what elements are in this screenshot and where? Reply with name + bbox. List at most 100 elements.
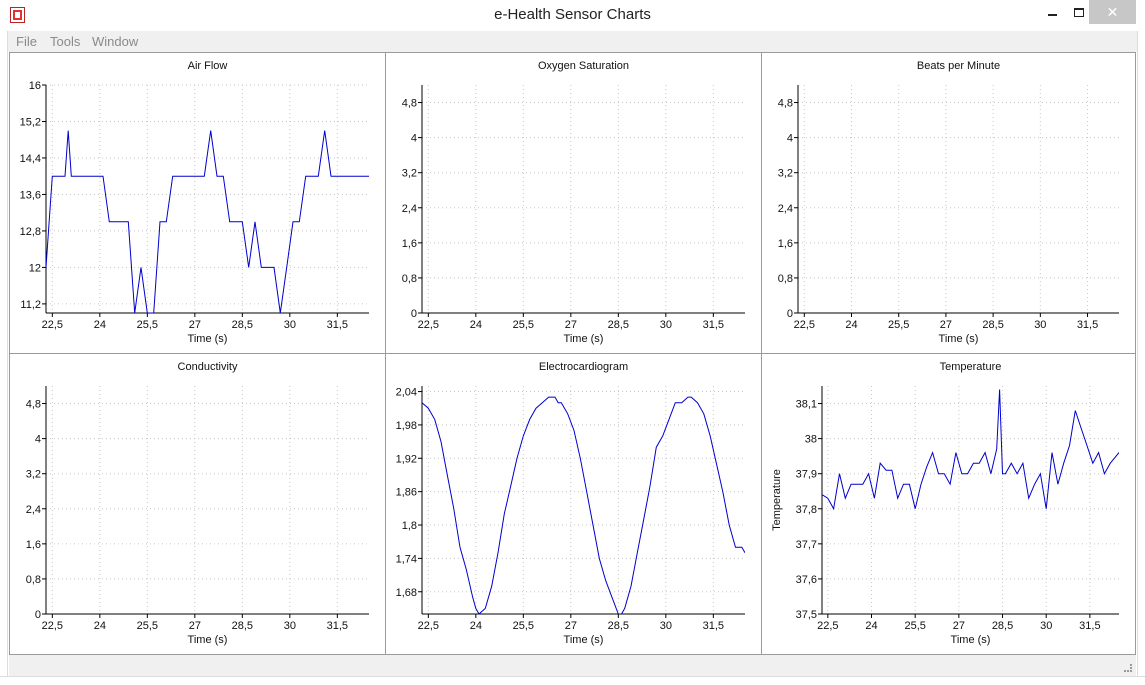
x-tick-label: 28,5 (232, 620, 253, 632)
y-tick-label: 4,8 (26, 399, 41, 411)
y-tick-label: 2,4 (402, 203, 417, 215)
y-tick-label: 1,68 (396, 587, 417, 599)
chart-title: Electrocardiogram (539, 361, 628, 373)
y-tick-label: 4 (787, 133, 793, 145)
maximize-icon (1074, 7, 1084, 17)
x-tick-label: 31,5 (1077, 319, 1098, 331)
x-tick-label: 22,5 (817, 620, 838, 632)
y-tick-label: 0,8 (778, 273, 793, 285)
x-tick-label: 27 (189, 620, 201, 632)
x-tick-label: 22,5 (42, 620, 63, 632)
chart-title: Air Flow (188, 60, 228, 72)
x-tick-label: 24 (865, 620, 877, 632)
y-tick-label: 1,92 (396, 453, 417, 465)
y-tick-label: 3,2 (26, 469, 41, 481)
x-tick-label: 31,5 (703, 319, 724, 331)
chart-title: Oxygen Saturation (538, 60, 629, 72)
y-tick-label: 2,04 (396, 387, 417, 399)
x-tick-label: 30 (284, 620, 296, 632)
y-tick-label: 13,6 (20, 189, 41, 201)
y-tick-label: 4 (411, 133, 417, 145)
y-tick-label: 0,8 (402, 273, 417, 285)
series-line (822, 389, 1119, 511)
y-tick-label: 38 (805, 434, 817, 446)
x-tick-label: 31,5 (327, 620, 348, 632)
x-tick-label: 28,5 (232, 319, 253, 331)
x-axis-label: Time (s) (939, 333, 979, 345)
x-tick-label: 24 (94, 319, 106, 331)
y-tick-label: 0 (787, 308, 793, 320)
chart-title: Beats per Minute (917, 60, 1000, 72)
menu-tools[interactable]: Tools (50, 34, 81, 49)
x-tick-label: 28,5 (992, 620, 1013, 632)
x-tick-label: 31,5 (703, 620, 724, 632)
x-axis-label: Time (s) (188, 634, 228, 646)
chart-title: Temperature (940, 361, 1002, 373)
x-tick-label: 24 (470, 319, 482, 331)
x-tick-label: 27 (189, 319, 201, 331)
chart-panel-air-flow: Air Flow 22,5 24 25,5 27 28,5 30 31,5 11,2 12 12,8… (9, 52, 386, 354)
menu-bar: File Tools Window (8, 31, 1137, 52)
y-tick-label: 0 (411, 308, 417, 320)
menu-window[interactable]: Window (92, 34, 139, 49)
y-tick-label: 2,4 (26, 504, 41, 516)
y-tick-label: 3,2 (778, 168, 793, 180)
y-tick-label: 4 (35, 434, 41, 446)
y-tick-label: 4,8 (402, 98, 417, 110)
y-axis-label: Temperature (771, 469, 783, 531)
x-tick-label: 31,5 (327, 319, 348, 331)
y-tick-label: 2,4 (778, 203, 793, 215)
x-tick-label: 22,5 (42, 319, 63, 331)
y-tick-label: 37,7 (796, 539, 817, 551)
x-tick-label: 28,5 (608, 620, 629, 632)
chart-panel-oxygen-saturation: Oxygen Saturation 22,5 24 25,5 27 28,5 30 31,5 0… (385, 52, 762, 354)
resize-grip-icon[interactable] (1124, 664, 1132, 672)
chart-panel-temperature: Temperature 22,5 24 25,5 27 28,5 30 31,5 37,5 37,… (761, 353, 1136, 655)
x-tick-label: 22,5 (418, 620, 439, 632)
x-tick-label: 28,5 (982, 319, 1003, 331)
window-frame-right (1137, 31, 1145, 685)
y-tick-label: 12 (29, 262, 41, 274)
x-tick-label: 30 (660, 319, 672, 331)
y-tick-label: 37,5 (796, 609, 817, 621)
x-tick-label: 22,5 (794, 319, 815, 331)
x-tick-label: 24 (94, 620, 106, 632)
x-axis-label: Time (s) (564, 333, 604, 345)
x-tick-label: 30 (660, 620, 672, 632)
y-tick-label: 1,86 (396, 487, 417, 499)
x-axis-label: Time (s) (188, 333, 228, 345)
minimize-icon (1047, 14, 1057, 16)
y-tick-label: 37,8 (796, 504, 817, 516)
x-tick-label: 25,5 (137, 620, 158, 632)
x-tick-label: 24 (470, 620, 482, 632)
y-tick-label: 3,2 (402, 168, 417, 180)
chart-panel-conductivity: Conductivity 22,5 24 25,5 27 28,5 30 31,5 0 0,8 1,… (9, 353, 386, 655)
chart-air-flow: Air Flow 22,5 24 25,5 27 28,5 30 31,5 11,2 12 12,8… (20, 60, 369, 345)
y-tick-label: 4,8 (778, 98, 793, 110)
x-tick-label: 31,5 (1079, 620, 1100, 632)
y-tick-label: 12,8 (20, 226, 41, 238)
y-tick-label: 16 (29, 80, 41, 92)
x-tick-label: 24 (845, 319, 857, 331)
chart-electrocardiogram: Electrocardiogram 22,5 24 25,5 27 28,5 30 31,5 1… (396, 361, 745, 646)
x-tick-label: 28,5 (608, 319, 629, 331)
close-button[interactable]: ✕ (1089, 0, 1136, 24)
chart-conductivity: Conductivity 22,5 24 25,5 27 28,5 30 31,5 0 0,8 1,… (26, 361, 369, 646)
y-tick-label: 1,8 (402, 520, 417, 532)
y-tick-label: 37,6 (796, 574, 817, 586)
chart-panel-electrocardiogram: Electrocardiogram 22,5 24 25,5 27 28,5 30 31,5 1… (385, 353, 762, 655)
x-tick-label: 25,5 (513, 319, 534, 331)
charts-area: Air Flow 22,5 24 25,5 27 28,5 30 31,5 11,2 12 12,8… (9, 52, 1136, 655)
y-tick-label: 1,6 (778, 238, 793, 250)
x-tick-label: 30 (284, 319, 296, 331)
y-tick-label: 37,9 (796, 469, 817, 481)
y-tick-label: 38,1 (796, 399, 817, 411)
y-tick-label: 1,6 (26, 539, 41, 551)
maximize-button[interactable] (1064, 0, 1094, 24)
menu-file[interactable]: File (16, 34, 37, 49)
chart-panel-beats-per-minute: Beats per Minute 22,5 24 25,5 27 28,5 30 31,5 0 0… (761, 52, 1136, 354)
y-tick-label: 1,98 (396, 420, 417, 432)
series-line (422, 396, 745, 614)
series-line (46, 130, 369, 313)
minimize-button[interactable] (1037, 0, 1067, 24)
